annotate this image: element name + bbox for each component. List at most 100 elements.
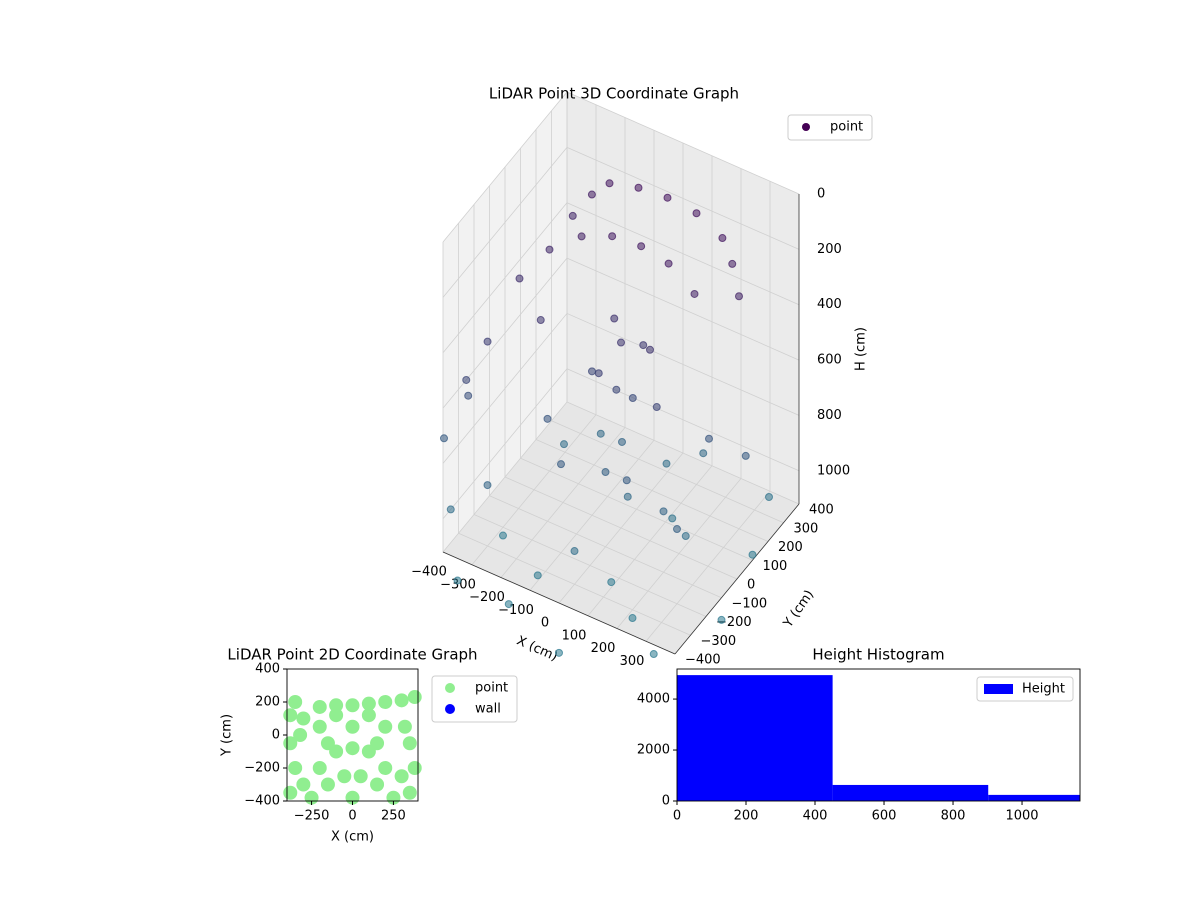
x-tick-label: 0	[673, 809, 681, 824]
y-axis-line	[674, 503, 800, 655]
z-tick-label: 600	[817, 353, 842, 368]
point	[664, 259, 673, 268]
point	[557, 460, 565, 469]
y-tick-label: 0	[662, 794, 670, 809]
point	[601, 468, 610, 477]
point	[555, 648, 563, 657]
point	[283, 708, 298, 723]
point	[288, 695, 303, 709]
point	[596, 429, 605, 438]
point	[622, 476, 631, 485]
y-tick-label: −100	[732, 596, 768, 611]
point	[329, 744, 344, 759]
y-tick-label: 4000	[637, 692, 670, 707]
x-axis-label: X (cm)	[331, 830, 374, 845]
legend-label: point	[475, 681, 508, 696]
point	[662, 459, 671, 468]
z-tick-label: 800	[817, 408, 842, 423]
point	[345, 698, 360, 713]
point	[394, 769, 409, 784]
point	[765, 493, 773, 501]
point	[659, 507, 668, 516]
x-tick-label: 600	[872, 809, 897, 824]
point	[735, 292, 743, 301]
grid-line	[442, 257, 800, 409]
chart-title: Height Histogram	[812, 646, 944, 664]
bar	[677, 675, 833, 801]
chart-title: LiDAR Point 3D Coordinate Graph	[489, 85, 739, 103]
grid-line	[535, 129, 769, 542]
x-tick-label: 1000	[1005, 809, 1038, 824]
point	[639, 341, 648, 350]
point	[718, 234, 727, 243]
point	[617, 338, 625, 347]
point	[610, 314, 619, 323]
legend-marker	[802, 123, 810, 131]
point	[361, 744, 376, 759]
point	[329, 708, 344, 723]
point	[536, 316, 545, 325]
x-tick-label: −200	[469, 590, 505, 605]
grid-line	[458, 223, 691, 636]
point	[293, 728, 308, 742]
point	[587, 190, 596, 199]
point	[681, 532, 690, 541]
point	[690, 289, 699, 298]
grid-line	[442, 368, 800, 520]
chart-title: LiDAR Point 2D Coordinate Graph	[227, 646, 477, 664]
point	[668, 514, 677, 523]
point	[594, 369, 603, 378]
point	[652, 403, 661, 412]
point	[345, 741, 360, 756]
point	[453, 576, 462, 585]
y-tick-label: 200	[255, 695, 280, 710]
grid-line	[504, 167, 738, 580]
point	[296, 777, 311, 792]
plot-area	[677, 675, 1080, 801]
grid-line	[442, 146, 800, 298]
point	[283, 785, 298, 800]
point	[705, 434, 713, 443]
point	[440, 434, 448, 443]
x-tick-label: −300	[440, 577, 476, 592]
y-tick-label: −400	[685, 653, 721, 668]
x-tick-label: 400	[803, 809, 828, 824]
point	[345, 719, 360, 734]
point	[618, 437, 626, 446]
point	[623, 492, 632, 501]
point	[692, 209, 701, 218]
z-tick-label: 0	[817, 187, 825, 202]
point	[646, 345, 654, 354]
point	[588, 367, 596, 376]
point	[699, 449, 708, 458]
y-tick-label: 0	[747, 578, 755, 593]
legend-label: Height	[1022, 682, 1065, 697]
point	[628, 614, 637, 623]
point	[728, 259, 737, 268]
y-tick-label: −400	[244, 794, 280, 809]
y-tick-label: 400	[255, 662, 280, 677]
x-tick-label: 800	[941, 809, 966, 824]
legend-marker	[445, 704, 455, 714]
point	[446, 505, 455, 514]
y-tick-label: −200	[244, 761, 280, 776]
point	[320, 777, 335, 792]
point	[612, 385, 621, 394]
point	[543, 414, 552, 423]
point	[504, 600, 513, 609]
point	[394, 693, 409, 708]
point	[608, 232, 617, 241]
point	[296, 711, 311, 726]
point	[312, 719, 327, 734]
legend-box	[787, 114, 873, 141]
x-tick-label: −250	[294, 809, 330, 824]
legend-marker	[445, 683, 455, 693]
y-tick-label: 100	[763, 559, 788, 574]
point	[673, 525, 681, 534]
grid-line	[442, 91, 800, 243]
z-tick-label: 400	[817, 297, 842, 312]
point	[663, 193, 672, 202]
point	[378, 695, 393, 709]
point	[397, 719, 412, 734]
point	[370, 777, 385, 792]
